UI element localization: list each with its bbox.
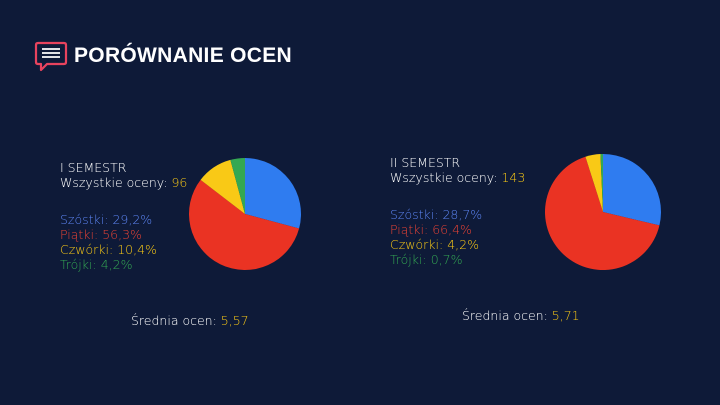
semester2-average: Średnia ocen: 5,71 [462, 308, 580, 323]
page-title: PORÓWNANIE OCEN [74, 44, 293, 67]
semester1-trojki: Trójki: 4,2% [60, 257, 133, 272]
semester2-total-label: Wszystkie oceny: [390, 170, 498, 185]
pie-slice-sz-stki [245, 158, 301, 229]
semester1-header: I SEMESTR Wszystkie oceny: 96 [60, 160, 187, 190]
semester1-total-value: 96 [171, 175, 188, 190]
pie-slice-tr-jki [600, 154, 603, 212]
semester1-piatki: Piątki: 56,3% [60, 227, 142, 242]
semester2-czworki: Czwórki: 4,2% [390, 237, 479, 252]
semester2-header: II SEMESTR Wszystkie oceny: 143 [390, 155, 525, 185]
semester2-heading: II SEMESTR [390, 155, 461, 170]
semester2-total-value: 143 [501, 170, 526, 185]
semester1-szostki: Szóstki: 29,2% [60, 212, 153, 227]
pie-slice-czw-rki [200, 159, 245, 214]
semester2-piatki: Piątki: 66,4% [390, 222, 472, 237]
pie-slice-czw-rki [585, 154, 603, 212]
semester1-total-label: Wszystkie oceny: [60, 175, 168, 190]
semester2-grades: Szóstki: 28,7% Piątki: 66,4% Czwórki: 4,… [390, 207, 482, 267]
pie-slice-tr-jki [230, 158, 245, 214]
title-row: PORÓWNANIE OCEN [34, 40, 292, 72]
semester1-pie-chart [189, 158, 301, 270]
pie-slice-pi-tki [189, 179, 300, 270]
semester1-czworki: Czwórki: 10,4% [60, 242, 157, 257]
semester2-szostki: Szóstki: 28,7% [390, 207, 483, 222]
pie-slice-sz-stki [603, 154, 661, 226]
speech-bubble-icon [34, 41, 68, 72]
pie-slice-pi-tki [545, 156, 660, 270]
semester2-trojki: Trójki: 0,7% [390, 252, 463, 267]
semester2-pie-chart [545, 154, 661, 270]
semester1-grades: Szóstki: 29,2% Piątki: 56,3% Czwórki: 10… [60, 212, 157, 272]
semester1-heading: I SEMESTR [60, 160, 127, 175]
semester1-average: Średnia ocen: 5,57 [131, 313, 249, 328]
